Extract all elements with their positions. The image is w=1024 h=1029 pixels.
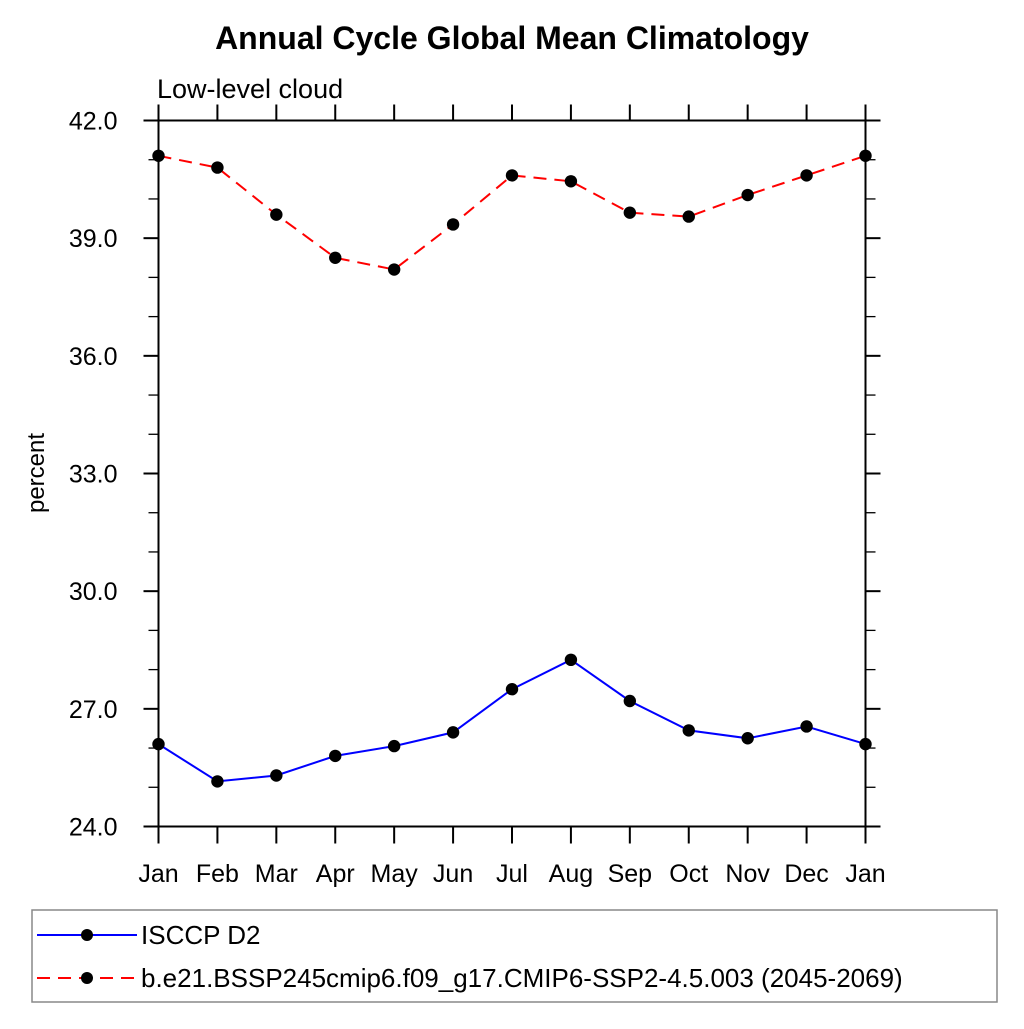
chart-subtitle: Low-level cloud [157,74,343,104]
data-point-marker [623,206,637,219]
legend-label-isccp-d2: ISCCP D2 [141,920,260,950]
x-tick-label: Sep [608,860,652,888]
x-tick-label: Dec [784,860,828,888]
legend-box [31,909,998,1003]
data-point-marker [564,175,578,188]
series-line-0 [157,658,866,783]
data-point-marker [800,169,813,182]
x-tick-label: Aug [549,860,593,888]
plot-axes: Jan Feb Mar Apr May Jun Jul Aug Sep Oct Nov Dec Jan 2… [69,104,886,888]
y-tick-label: 27.0 [69,696,118,724]
x-tick-label: Nov [725,860,770,888]
legend-item-isccp-d2: ISCCP D2 [37,920,260,950]
y-tick-label: 33.0 [69,461,118,489]
data-point-marker [387,739,401,753]
data-point-marker [505,683,519,696]
data-point-marker [446,218,460,231]
data-point-marker [682,210,695,223]
x-tick-label: Oct [669,860,708,888]
data-point-marker [211,775,224,788]
legend-dot-marker-icon [81,972,93,984]
x-tick-label: Mar [255,860,298,888]
legend: ISCCP D2 b.e21.BSSP245cmip6.f09_g17.CMIP… [31,909,998,1003]
y-tick-label: 30.0 [69,578,118,606]
data-point-marker [446,726,460,739]
x-tick-label: Feb [196,860,239,888]
series-layer [152,149,872,788]
data-point-marker [682,724,695,737]
data-point-marker [859,737,872,751]
y-tick-label: 24.0 [69,814,118,842]
x-tick-label: Jan [138,860,178,888]
legend-label-model-run: b.e21.BSSP245cmip6.f09_g17.CMIP6-SSP2-4.… [141,963,903,993]
data-point-marker [505,169,519,182]
legend-item-model-run: b.e21.BSSP245cmip6.f09_g17.CMIP6-SSP2-4.… [37,963,903,993]
data-point-marker [800,720,813,733]
data-point-marker [564,653,578,667]
data-point-marker [152,737,165,751]
data-point-marker [329,749,342,763]
data-point-marker [329,251,342,264]
data-point-marker [623,694,637,708]
data-point-marker [741,188,754,202]
x-tick-label: Apr [316,860,355,888]
data-point-marker [270,208,283,221]
x-tick-label: May [371,860,419,888]
y-tick-label: 39.0 [69,225,118,253]
data-point-marker [152,149,165,162]
plot-border [157,119,867,828]
data-point-marker [741,732,754,745]
x-tick-label: Jul [496,860,528,888]
data-point-marker [270,769,283,782]
y-axis-label: percent [23,433,50,513]
x-tick-label: Jan [845,860,885,888]
chart-title: Annual Cycle Global Mean Climatology [215,20,809,56]
y-tick-label: 42.0 [69,108,118,136]
legend-dot-marker-icon [81,929,93,941]
x-tick-label: Jun [433,860,473,888]
y-tick-label: 36.0 [69,343,118,371]
data-point-marker [387,263,401,276]
data-point-marker [211,161,224,174]
data-point-marker [859,149,872,162]
